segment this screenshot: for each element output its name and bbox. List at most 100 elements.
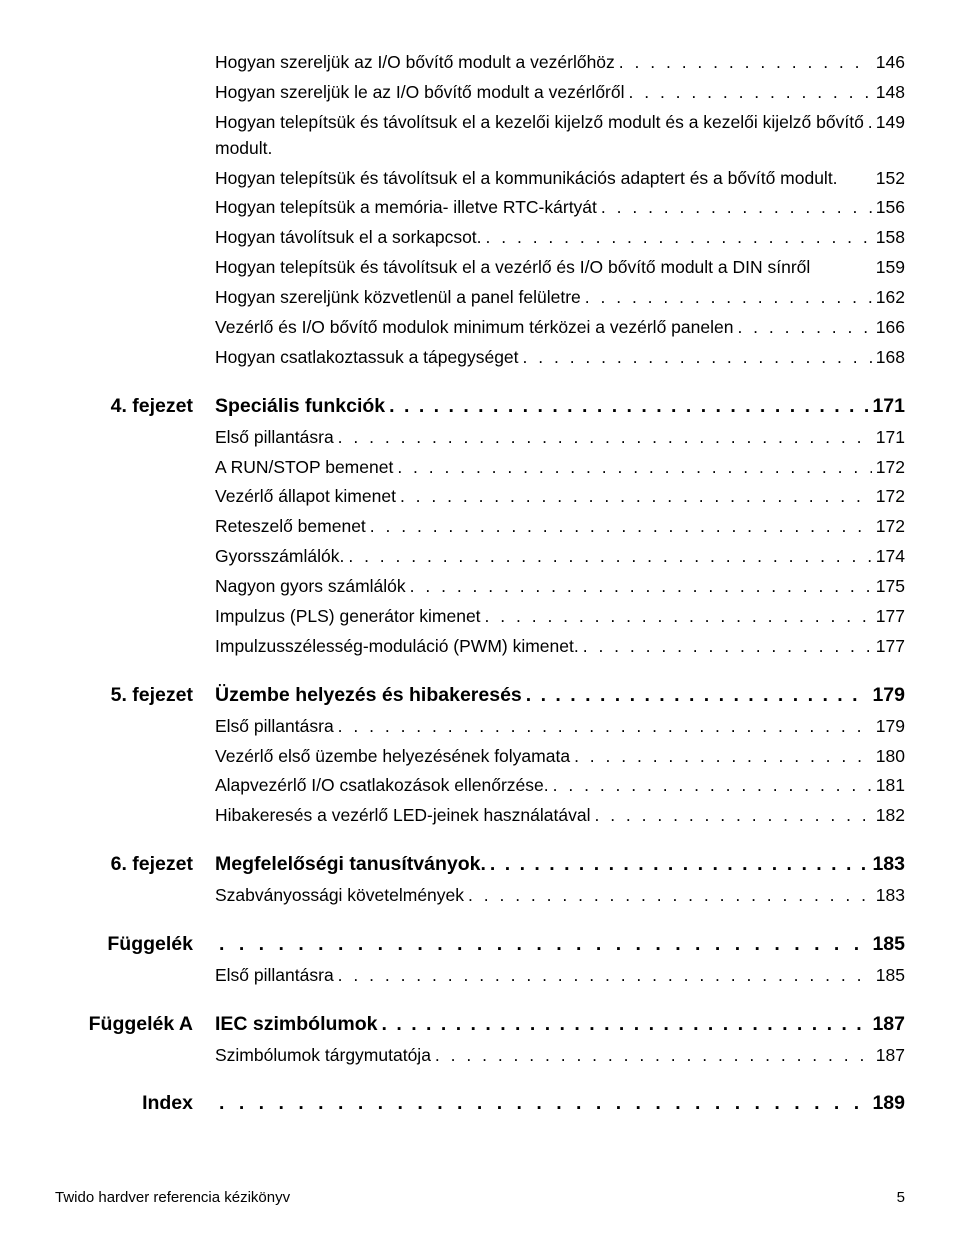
page-number: 185 (872, 963, 905, 989)
page-number: 171 (872, 425, 905, 451)
entry-title: Megfelelőségi tanusítványok. (215, 850, 486, 879)
section-label: 6. fejezet (55, 850, 215, 879)
entry-title: Speciális funkciók (215, 392, 385, 421)
entry: Üzembe helyezés és hibakeresés. . . . . … (215, 681, 905, 710)
leader-dots: . . . . . . . . . . . . . . . . . . . . … (590, 803, 871, 829)
entry-title: Hogyan telepítsük és távolítsuk el a vez… (215, 255, 810, 281)
entry-title: Első pillantásra (215, 425, 334, 451)
toc-entry-row: Impulzusszélesség-moduláció (PWM) kimene… (55, 634, 905, 660)
entry-title: Első pillantásra (215, 714, 334, 740)
page-number: 180 (872, 744, 905, 770)
page-number: 179 (872, 714, 905, 740)
footer-left: Twido hardver referencia kézikönyv (55, 1189, 290, 1206)
leader-dots: . . . . . . . . . . . . . . . . . . . . … (464, 883, 872, 909)
entry: Vezérlő és I/O bővítő modulok minimum té… (215, 315, 905, 341)
entry-title: A RUN/STOP bemenet (215, 455, 393, 481)
leader-dots: . . . . . . . . . . . . . . . . . . . . … (733, 315, 871, 341)
page-number: 175 (872, 574, 905, 600)
toc-entry-row: Hogyan szereljük le az I/O bővítő modult… (55, 80, 905, 106)
entry-title: Impulzus (PLS) generátor kimenet (215, 604, 481, 630)
entry-title: Hogyan csatlakoztassuk a tápegységet (215, 345, 519, 371)
leader-dots: . . . . . . . . . . . . . . . . . . . . … (334, 963, 872, 989)
entry-title: Hogyan távolítsuk el a sorkapcsot. (215, 225, 482, 251)
entry-title: Hogyan szereljük le az I/O bővítő modult… (215, 80, 625, 106)
entry-title: Alapvezérlő I/O csatlakozások ellenőrzés… (215, 773, 549, 799)
entry: Vezérlő állapot kimenet. . . . . . . . .… (215, 484, 905, 510)
entry: Hogyan szereljünk közvetlenül a panel fe… (215, 285, 905, 311)
toc-heading-row: 6. fejezetMegfelelőségi tanusítványok.. … (55, 850, 905, 879)
page-number: 162 (872, 285, 905, 311)
page-number: 159 (872, 255, 905, 281)
page-number: 172 (872, 514, 905, 540)
entry: Első pillantásra. . . . . . . . . . . . … (215, 714, 905, 740)
leader-dots: . . . . . . . . . . . . . . . . . . . . … (366, 514, 872, 540)
entry: Szimbólumok tárgymutatója. . . . . . . .… (215, 1043, 905, 1069)
toc-heading-row: 5. fejezetÜzembe helyezés és hibakeresés… (55, 681, 905, 710)
page-number: 172 (872, 455, 905, 481)
toc-entry-row: Hogyan csatlakoztassuk a tápegységet. . … (55, 345, 905, 371)
entry: Impulzus (PLS) generátor kimenet. . . . … (215, 604, 905, 630)
leader-dots: . . . . . . . . . . . . . . . . . . . . … (431, 1043, 872, 1069)
page-number: 187 (868, 1010, 905, 1039)
toc-entry-row: Szabványossági követelmények. . . . . . … (55, 883, 905, 909)
leader-dots: . . . . . . . . . . . . . . . . . . . . … (215, 1089, 868, 1118)
toc-entry-row: Hogyan telepítsük és távolítsuk el a kez… (55, 110, 905, 162)
entry-title: Hogyan szereljük az I/O bővítő modult a … (215, 50, 615, 76)
page-number: 166 (872, 315, 905, 341)
section-label: Index (55, 1089, 215, 1118)
page-number: 183 (872, 883, 905, 909)
entry: Hibakeresés a vezérlő LED-jeinek használ… (215, 803, 905, 829)
toc-entry-row: Hogyan szereljük az I/O bővítő modult a … (55, 50, 905, 76)
entry-title: Üzembe helyezés és hibakeresés (215, 681, 522, 710)
toc-entry-row: Hogyan telepítsük és távolítsuk el a vez… (55, 255, 905, 281)
page-number: 171 (868, 392, 905, 421)
leader-dots: . . . . . . . . . . . . . . . . . . . . … (597, 195, 872, 221)
entry-title: Vezérlő első üzembe helyezésének folyama… (215, 744, 570, 770)
entry: Hogyan szereljük le az I/O bővítő modult… (215, 80, 905, 106)
page-number: 187 (872, 1043, 905, 1069)
toc-entry-row: Hogyan telepítsük a memória- illetve RTC… (55, 195, 905, 221)
page-footer: Twido hardver referencia kézikönyv 5 (55, 1189, 905, 1206)
leader-dots: . . . . . . . . . . . . . . . . . . . . … (486, 850, 869, 879)
toc-entry-row: Impulzus (PLS) generátor kimenet. . . . … (55, 604, 905, 630)
page-number: 185 (868, 930, 905, 959)
entry: A RUN/STOP bemenet. . . . . . . . . . . … (215, 455, 905, 481)
leader-dots: . . . . . . . . . . . . . . . . . . . . … (406, 574, 872, 600)
entry-title: Hogyan telepítsük és távolítsuk el a kez… (215, 110, 864, 162)
entry-title: Hogyan telepítsük a memória- illetve RTC… (215, 195, 597, 221)
toc-heading-row: Index. . . . . . . . . . . . . . . . . .… (55, 1089, 905, 1118)
leader-dots: . . . . . . . . . . . . . . . . . . . . … (215, 930, 868, 959)
toc-entry-row: Első pillantásra. . . . . . . . . . . . … (55, 963, 905, 989)
entry-title: Impulzusszélesség-moduláció (PWM) kimene… (215, 634, 579, 660)
entry: . . . . . . . . . . . . . . . . . . . . … (215, 1089, 905, 1118)
entry: Hogyan telepítsük és távolítsuk el a kom… (215, 166, 905, 192)
entry: Hogyan telepítsük a memória- illetve RTC… (215, 195, 905, 221)
leader-dots: . . . . . . . . . . . . . . . . . . . . … (570, 744, 872, 770)
toc-entry-row: Hibakeresés a vezérlő LED-jeinek használ… (55, 803, 905, 829)
toc-entry-row: Vezérlő első üzembe helyezésének folyama… (55, 744, 905, 770)
entry-title: Szabványossági követelmények (215, 883, 464, 909)
section-label: Függelék A (55, 1010, 215, 1039)
leader-dots: . . . . . . . . . . . . . . . . . . . . … (334, 714, 872, 740)
page-number: 179 (868, 681, 905, 710)
page-number: 168 (872, 345, 905, 371)
entry: Első pillantásra. . . . . . . . . . . . … (215, 963, 905, 989)
page-number: 158 (872, 225, 905, 251)
leader-dots: . . . . . . . . . . . . . . . . . . . . … (334, 425, 872, 451)
page-number: 189 (868, 1089, 905, 1118)
entry: Hogyan telepítsük és távolítsuk el a kez… (215, 110, 905, 162)
toc-entry-row: Hogyan távolítsuk el a sorkapcsot.. . . … (55, 225, 905, 251)
entry-title: Első pillantásra (215, 963, 334, 989)
leader-dots: . . . . . . . . . . . . . . . . . . . . … (385, 392, 868, 421)
leader-dots: . . . . . . . . . . . . . . . . . . . . … (393, 455, 871, 481)
leader-dots: . . . . . . . . . . . . . . . . . . . . … (378, 1010, 869, 1039)
toc-entry-row: Reteszelő bemenet. . . . . . . . . . . .… (55, 514, 905, 540)
entry: . . . . . . . . . . . . . . . . . . . . … (215, 930, 905, 959)
section-label: Függelék (55, 930, 215, 959)
entry-title: Hogyan telepítsük és távolítsuk el a kom… (215, 166, 838, 192)
leader-dots: . . . . . . . . . . . . . . . . . . . . … (625, 80, 872, 106)
toc-entry-row: Gyorsszámlálók.. . . . . . . . . . . . .… (55, 544, 905, 570)
page-number: 177 (872, 604, 905, 630)
leader-dots: . . . . . . . . . . . . . . . . . . . . … (522, 681, 869, 710)
toc-entry-row: Szimbólumok tárgymutatója. . . . . . . .… (55, 1043, 905, 1069)
